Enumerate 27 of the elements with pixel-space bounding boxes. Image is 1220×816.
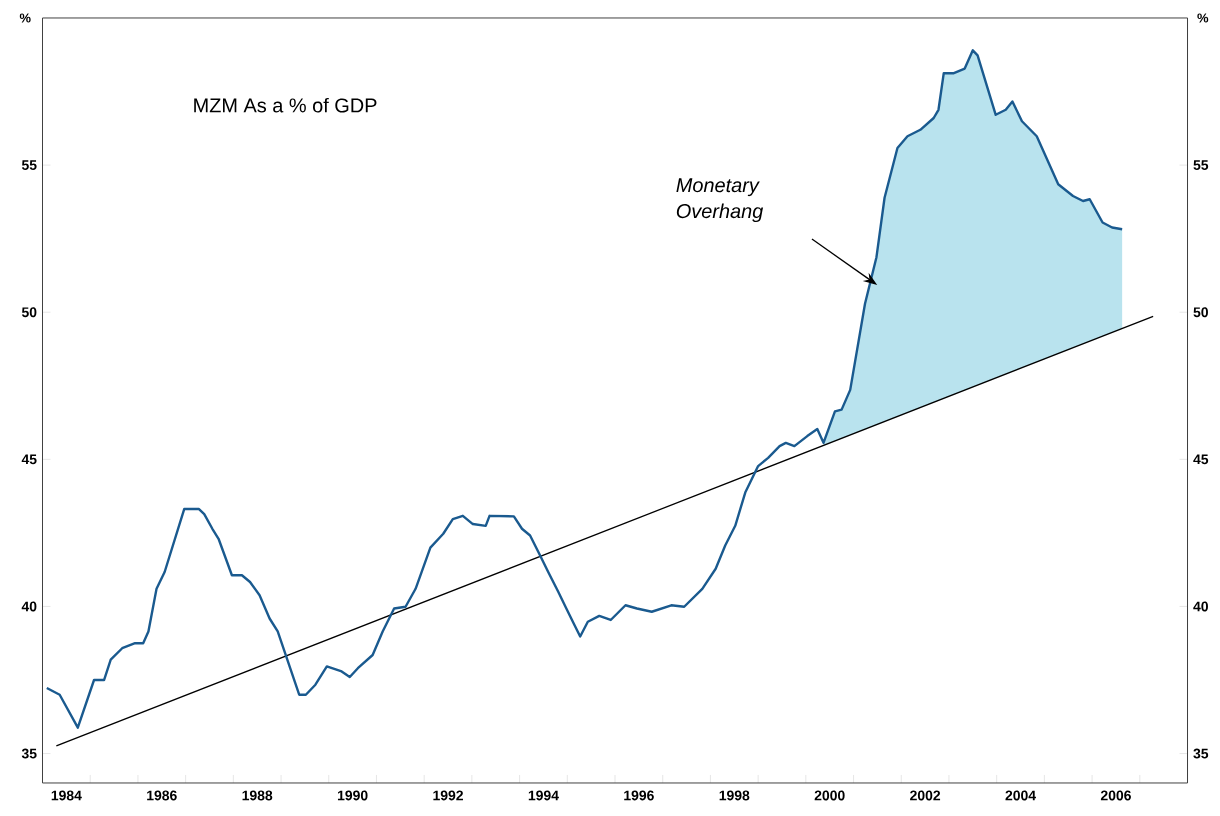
- line-series: [45, 49, 1124, 729]
- x-tick-label: 2002: [910, 790, 941, 801]
- y-tick-label: 35: [21, 748, 37, 759]
- y-tick-label: 40: [21, 601, 37, 612]
- x-tick-label: 1990: [337, 790, 368, 801]
- y2-tick-label: 50: [1193, 307, 1208, 318]
- x-tick-label: 1996: [624, 790, 654, 801]
- y-tick-label: 45: [21, 454, 37, 465]
- x-tick-label: 1984: [51, 790, 82, 801]
- y2-tick-label: 45: [1193, 454, 1209, 465]
- x-tick-label: 1998: [719, 790, 750, 801]
- y2-tick-label: 55: [1193, 160, 1209, 170]
- y-tick-label: 55: [21, 160, 37, 170]
- x-tick-label: 1986: [147, 790, 177, 801]
- annotation: Monetary Overhang: [676, 178, 764, 223]
- y-tick-label: 50: [21, 307, 37, 318]
- y2-tick-label: 35: [1193, 748, 1209, 759]
- x-tick-label: 2000: [814, 790, 845, 801]
- x-tick-label: 1992: [433, 790, 463, 801]
- x-tick-label: 2004: [1005, 790, 1036, 801]
- text: MZM As a % of GDP: [194, 97, 377, 113]
- x-tick-label: 1988: [242, 790, 273, 801]
- y-axis-title: %: [19, 13, 31, 23]
- y2-axis-title: %: [1197, 13, 1209, 23]
- x-tick-label: 2006: [1100, 790, 1131, 801]
- y2-tick-label: 40: [1193, 601, 1208, 612]
- x-tick-label: 1994: [528, 790, 559, 801]
